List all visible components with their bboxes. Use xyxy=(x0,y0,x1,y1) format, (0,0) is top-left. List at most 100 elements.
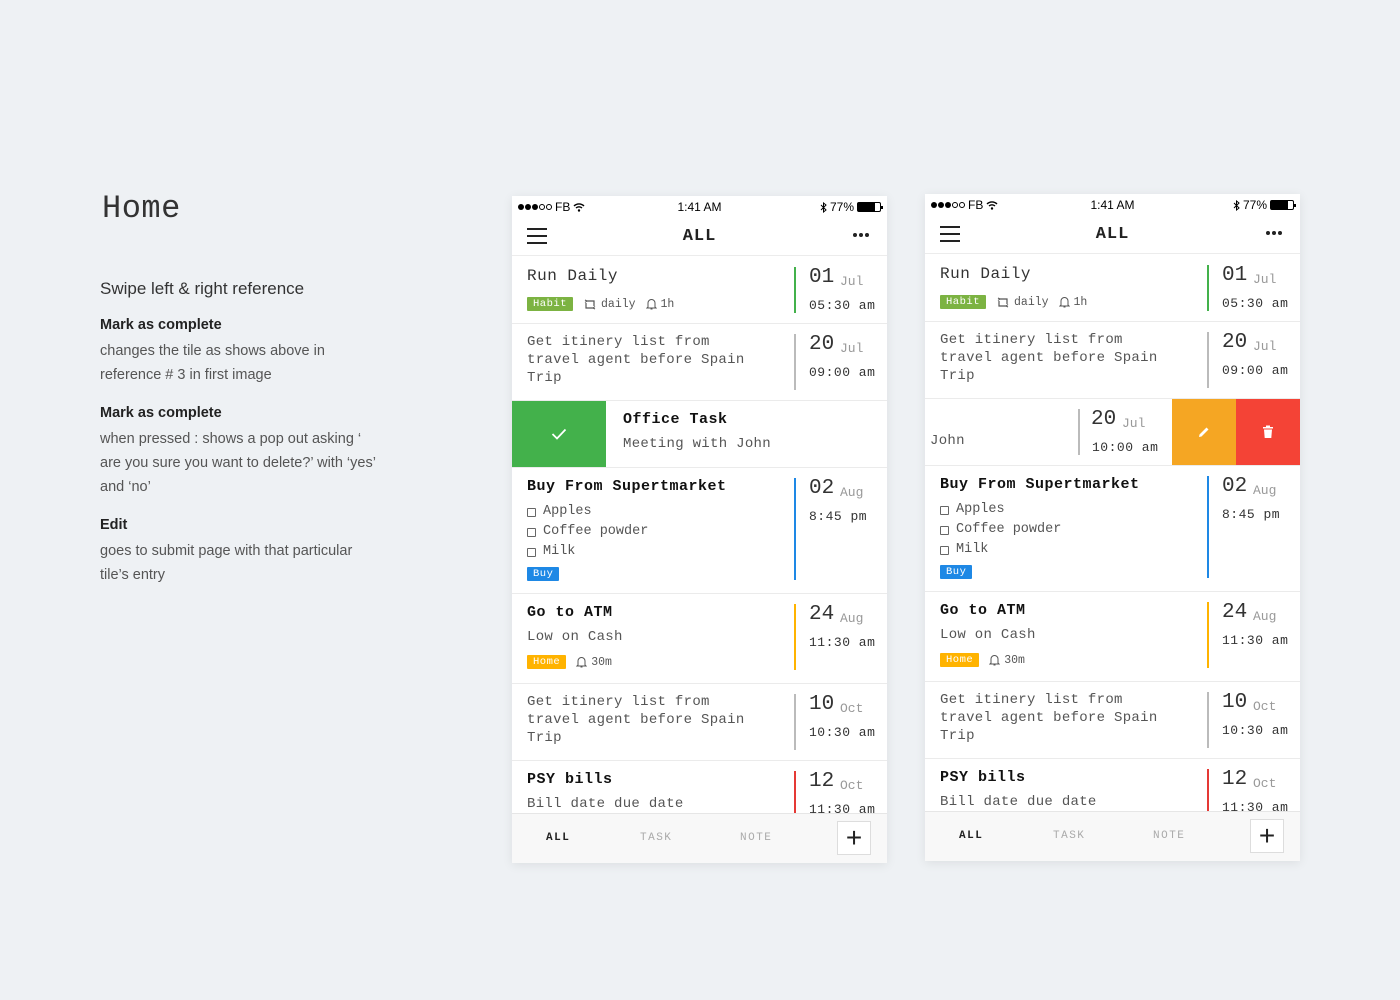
status-bar: FB 1:41 AM 77% xyxy=(925,194,1300,214)
reminder-info: 30m xyxy=(989,654,1025,667)
tile-title: Buy From Supertmarket xyxy=(940,476,1140,493)
bluetooth-icon xyxy=(1233,199,1240,211)
list-item[interactable]: Go to ATM Low on Cash Home 30m 24 Aug 11… xyxy=(512,594,887,684)
tile-month: Aug xyxy=(1253,609,1277,624)
checkbox[interactable] xyxy=(527,547,536,557)
bell-icon xyxy=(1058,297,1070,308)
tile-meta: Habit daily 1h xyxy=(940,295,1087,309)
add-button[interactable]: + xyxy=(837,821,871,855)
list-item-swiped-left[interactable]: John 20 Jul 10:00 am xyxy=(925,399,1300,466)
more-horizontal-icon[interactable] xyxy=(853,233,869,237)
more-horizontal-icon[interactable] xyxy=(1266,231,1282,235)
tile-meta: Buy xyxy=(940,565,973,579)
tab-all[interactable]: ALL xyxy=(546,832,571,844)
list-item[interactable]: PSY bills Bill date due date 12 Oct 11:3… xyxy=(512,761,887,813)
list-item[interactable]: Run Daily Habit daily 1h 01 Jul 05:30 am xyxy=(512,257,887,324)
checkbox[interactable] xyxy=(527,527,536,537)
reminder-label: 1h xyxy=(1073,295,1088,309)
hamburger-icon[interactable] xyxy=(527,228,547,244)
home-badge: Home xyxy=(527,655,567,669)
checklist-label: Coffee powder xyxy=(543,524,649,539)
checklist-item[interactable]: Milk xyxy=(527,542,648,562)
checklist-item[interactable]: Milk xyxy=(940,540,1061,560)
checkbox[interactable] xyxy=(940,545,949,555)
list-item[interactable]: Get itinery list from travel agent befor… xyxy=(512,324,887,401)
checklist-label: Milk xyxy=(543,544,576,559)
tab-task[interactable]: TASK xyxy=(1053,830,1086,842)
list-item[interactable]: Run Daily Habit daily 1h 01 Jul 05:30 am xyxy=(925,255,1300,322)
wifi-icon xyxy=(986,200,998,210)
tab-note[interactable]: NOTE xyxy=(1153,830,1186,842)
edit-button[interactable] xyxy=(1172,399,1236,465)
home-badge: Home xyxy=(940,653,980,667)
list-item[interactable]: Buy From Supertmarket Apples Coffee powd… xyxy=(925,466,1300,592)
tile-meta: Home 30m xyxy=(527,655,612,669)
tile-month: Oct xyxy=(840,778,864,793)
battery-icon xyxy=(1270,200,1296,210)
tile-time: 8:45 pm xyxy=(809,509,868,524)
category-bar xyxy=(1207,265,1209,311)
tile-day: 01 xyxy=(1222,264,1248,287)
tile-day: 20 xyxy=(809,333,835,356)
list-item[interactable]: PSY bills Bill date due date 12 Oct 11:3… xyxy=(925,759,1300,811)
tab-bar: ALL TASK NOTE + xyxy=(512,813,887,863)
tile-title: Run Daily xyxy=(940,265,1031,283)
list-item[interactable]: Buy From Supertmarket Apples Coffee powd… xyxy=(512,468,887,594)
tile-day: 01 xyxy=(809,266,835,289)
tile-day: 20 xyxy=(1222,331,1248,354)
checklist-item[interactable]: Apples xyxy=(527,502,648,522)
tile-month: Aug xyxy=(840,611,864,626)
tile-subtitle: Low on Cash xyxy=(527,629,623,645)
checklist-item[interactable]: Coffee powder xyxy=(527,522,648,542)
list-item[interactable]: Get itinery list from travel agent befor… xyxy=(512,684,887,761)
tile-title: Buy From Supertmarket xyxy=(527,478,727,495)
tile-month: Jul xyxy=(1253,272,1277,287)
checklist-label: Apples xyxy=(543,504,592,519)
trash-icon xyxy=(1263,425,1273,438)
signal-icon xyxy=(931,202,965,208)
reminder-info: 30m xyxy=(576,656,612,669)
tile-time: 05:30 am xyxy=(1222,296,1289,311)
tile-day: 24 xyxy=(1222,601,1248,624)
reminder-label: 30m xyxy=(1004,653,1025,667)
list-item[interactable]: Go to ATM Low on Cash Home 30m 24 Aug 11… xyxy=(925,592,1300,682)
tile-time: 10:30 am xyxy=(809,725,876,740)
mark-complete-button[interactable] xyxy=(512,401,606,467)
checklist-item[interactable]: Apples xyxy=(940,500,1061,520)
tile-title: PSY bills xyxy=(527,771,613,788)
tile-day: 10 xyxy=(809,693,835,716)
tile-meta: Habit daily 1h xyxy=(527,297,674,311)
checkbox[interactable] xyxy=(527,507,536,517)
battery-percent: 77% xyxy=(1242,198,1267,212)
add-button[interactable]: + xyxy=(1250,819,1284,853)
tile-month: Aug xyxy=(1253,483,1277,498)
checkbox[interactable] xyxy=(940,525,949,535)
checkbox[interactable] xyxy=(940,505,949,515)
tab-note[interactable]: NOTE xyxy=(740,832,773,844)
tile-time: 11:30 am xyxy=(809,802,876,813)
header-title: ALL xyxy=(1095,225,1130,244)
hamburger-icon[interactable] xyxy=(940,226,960,242)
notes-panel: Home Swipe left & right reference Mark a… xyxy=(100,190,420,587)
task-list[interactable]: Run Daily Habit daily 1h 01 Jul 05:30 am… xyxy=(512,257,887,813)
delete-button[interactable] xyxy=(1236,399,1300,465)
app-header: ALL xyxy=(925,214,1300,254)
list-item-swiped-right[interactable]: Office Task Meeting with John xyxy=(512,401,887,468)
list-item[interactable]: Get itinery list from travel agent befor… xyxy=(925,322,1300,399)
category-bar xyxy=(1207,769,1209,811)
tab-task[interactable]: TASK xyxy=(640,832,673,844)
phone-screen-swipe-right: FB 1:41 AM 77% ALL Run Daily Habit daily… xyxy=(512,196,887,863)
page-title: Home xyxy=(102,190,181,227)
tile-day: 24 xyxy=(809,603,835,626)
tile-time: 10:30 am xyxy=(1222,723,1289,738)
checklist-item[interactable]: Coffee powder xyxy=(940,520,1061,540)
category-bar xyxy=(794,604,796,670)
tab-all[interactable]: ALL xyxy=(959,830,984,842)
tile-month: Jul xyxy=(1122,416,1146,431)
tile-time: 09:00 am xyxy=(809,365,876,380)
list-item[interactable]: Get itinery list from travel agent befor… xyxy=(925,682,1300,759)
category-bar xyxy=(794,267,796,313)
note-heading: Edit xyxy=(100,517,128,533)
reminder-label: 30m xyxy=(591,655,612,669)
task-list[interactable]: Run Daily Habit daily 1h 01 Jul 05:30 am… xyxy=(925,255,1300,811)
